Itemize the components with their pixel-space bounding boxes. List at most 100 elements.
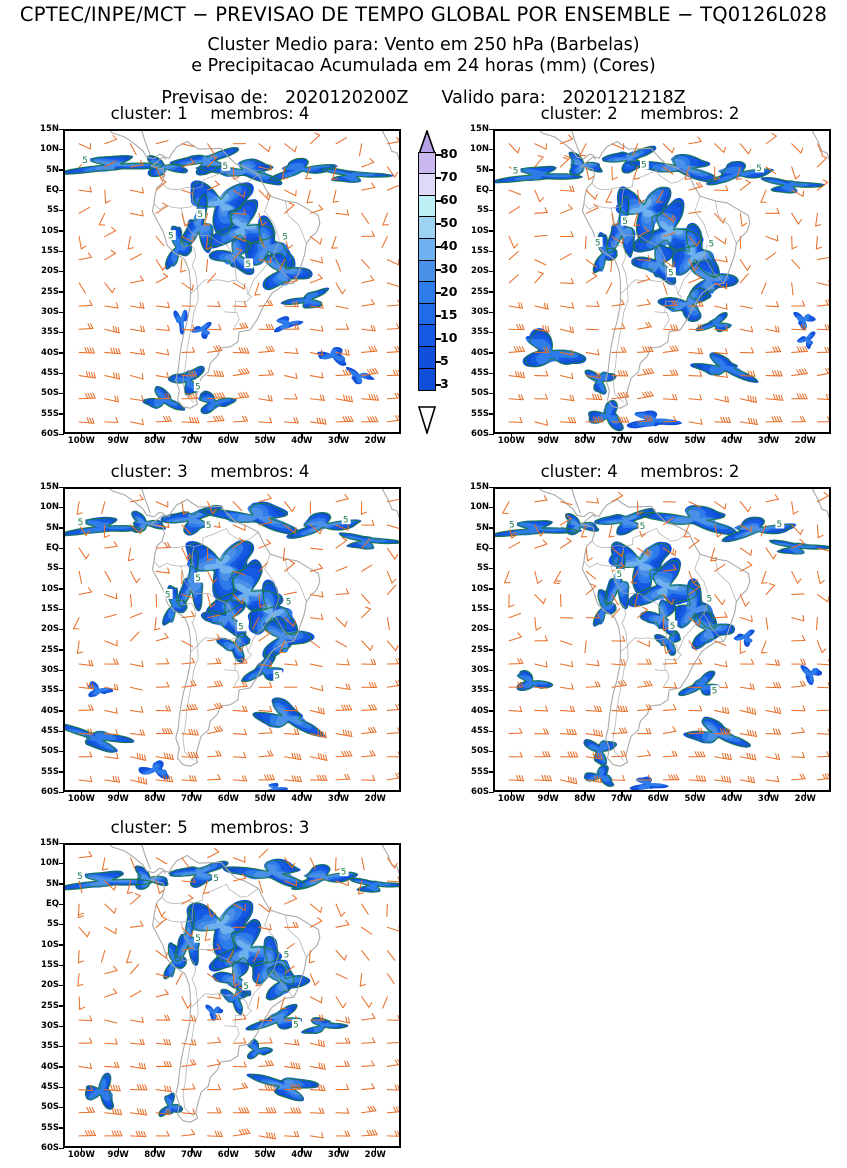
colorbar-under-arrow <box>417 406 437 438</box>
x-axis-tickmark <box>154 792 156 797</box>
x-axis-tick-60W: 60W <box>217 1150 239 1160</box>
map-cluster-1[interactable]: 5 5 5 5 5 5 5 <box>63 129 401 434</box>
x-axis-tick-30W: 30W <box>757 436 780 446</box>
y-axis-tick-15N: 15N <box>40 838 59 848</box>
y-axis-tickmark <box>489 750 494 753</box>
colorbar-label-20: 20 <box>440 284 458 299</box>
chart-header: CPTEC/INPE/MCT − PREVISAO DE TEMPO GLOBA… <box>0 0 847 108</box>
y-axis-tickmark <box>59 862 64 865</box>
y-axis-tickmark <box>59 649 64 651</box>
y-axis-tick-45S: 45S <box>41 1082 59 1092</box>
x-axis-tick-90W: 90W <box>537 436 559 446</box>
x-axis-tick-50W: 50W <box>254 794 276 804</box>
colorbar-tick-40 <box>435 246 441 248</box>
colorbar-cells <box>418 151 436 391</box>
y-axis-tickmark <box>489 169 494 171</box>
y-axis-tickmark <box>489 628 494 631</box>
precipitation-shading <box>495 505 829 790</box>
x-axis-tickmark <box>731 792 733 797</box>
x-axis-tickmark <box>547 434 550 439</box>
svg-text:5: 5 <box>195 934 201 944</box>
y-axis-tickmark <box>489 771 494 773</box>
svg-text:5: 5 <box>641 161 647 171</box>
y-axis-tickmark <box>59 964 64 966</box>
map-cluster-5[interactable]: 5 5 5 5 5 5 5 <box>63 843 401 1148</box>
panel-cluster-label: cluster: 4 <box>540 462 618 481</box>
panel-cluster-1: cluster: 1 membros: 4 5 5 5 5 5 5 5 15N 10N 5N EQ… <box>10 104 410 454</box>
x-axis-tickmark <box>584 792 586 797</box>
y-axis-tick-40S: 40S <box>471 705 489 716</box>
x-axis-tickmark <box>338 1148 340 1153</box>
map-cluster-3[interactable]: 5 5 5 5 5 5 5 5 <box>63 487 401 792</box>
colorbar-cell-50 <box>418 216 436 240</box>
coastlines-and-borders <box>109 131 399 409</box>
y-axis-tickmark <box>489 486 494 488</box>
x-axis-tick-30W: 30W <box>757 794 780 804</box>
panel-cluster-label: cluster: 1 <box>110 104 188 123</box>
y-axis-tickmark <box>59 750 64 753</box>
y-axis-tick-5N: 5N <box>45 878 59 889</box>
panel-cluster-label: cluster: 3 <box>110 462 188 481</box>
x-axis-tickmark <box>657 434 660 439</box>
x-axis-tickmark <box>117 792 120 797</box>
y-axis-tick-60S: 60S <box>471 787 489 797</box>
y-axis-tickmark <box>59 527 64 529</box>
x-axis-tickmark <box>657 792 660 797</box>
y-axis-tick-20S: 20S <box>471 624 489 635</box>
svg-text:5: 5 <box>282 232 288 242</box>
y-axis-tick-50S: 50S <box>41 746 59 757</box>
coastlines-and-borders <box>539 131 829 409</box>
y-axis-tickmark <box>489 730 494 732</box>
svg-text:5: 5 <box>712 687 718 697</box>
colorbar-cell-30 <box>418 259 436 283</box>
y-axis-tickmark <box>59 433 64 435</box>
y-axis-tick-20S: 20S <box>41 980 59 991</box>
y-axis-tick-EQ: EQ <box>45 899 59 909</box>
svg-text:5: 5 <box>213 874 219 884</box>
colorbar-tick-70 <box>435 177 441 179</box>
y-axis-tickmark <box>59 413 64 415</box>
y-axis-tick-45S: 45S <box>471 726 489 736</box>
y-axis-tick-EQ: EQ <box>475 543 489 553</box>
panel-members-label: membros: 2 <box>640 462 740 481</box>
colorbar-cell-60 <box>418 194 436 218</box>
y-axis-tick-5S: 5S <box>476 563 489 574</box>
y-axis-tick-20S: 20S <box>471 266 489 277</box>
y-axis-tickmark <box>489 148 494 151</box>
x-axis-tickmark <box>731 434 733 439</box>
y-axis-tickmark <box>59 730 64 732</box>
colorbar-tick-10 <box>435 338 441 340</box>
y-axis-tick-10N: 10N <box>470 144 489 155</box>
map-cluster-2[interactable]: 5 5 5 5 5 5 5 <box>493 129 831 434</box>
svg-text:5: 5 <box>293 1021 299 1031</box>
y-axis-tick-60S: 60S <box>41 787 59 797</box>
x-axis-tickmark <box>191 434 193 439</box>
x-axis-tickmark <box>264 792 267 797</box>
x-axis-tick-50W: 50W <box>254 1150 276 1160</box>
y-axis-tick-35S: 35S <box>41 685 59 696</box>
colorbar-tick-60 <box>435 200 441 202</box>
y-axis-tick-30S: 30S <box>41 1021 59 1031</box>
valid-label: Valido para: <box>441 88 546 108</box>
svg-text:5: 5 <box>509 520 515 530</box>
svg-text:5: 5 <box>670 622 676 632</box>
y-axis-tick-40S: 40S <box>41 1061 59 1072</box>
y-axis-tickmark <box>489 311 494 313</box>
x-axis-tickmark <box>374 1148 377 1153</box>
y-axis-tick-20S: 20S <box>41 624 59 635</box>
colorbar-tick-15 <box>435 315 441 317</box>
x-axis-tickmark <box>338 792 340 797</box>
subtitle-line-2: e Precipitacao Acumulada em 24 horas (mm… <box>191 56 656 76</box>
x-axis-tickmark <box>301 434 303 439</box>
map-cluster-4[interactable]: 5 5 5 5 5 5 5 <box>493 487 831 792</box>
x-axis-tickmark <box>804 434 807 439</box>
panel-title-cluster-4: cluster: 4 membros: 2 <box>440 462 840 481</box>
forecast-label: Previsao de: <box>161 88 269 108</box>
y-axis-tickmark <box>59 331 64 334</box>
y-axis-tickmark <box>59 1045 64 1048</box>
subtitle-line-1: Cluster Medio para: Vento em 250 hPa (Ba… <box>207 35 640 55</box>
precipitation-colorbar: 3 5 10 15 20 30 40 50 60 70 80 <box>408 128 488 448</box>
y-axis-tickmark <box>59 628 64 631</box>
x-axis-tickmark <box>510 434 513 439</box>
x-axis-tick-70W: 70W <box>180 1150 203 1160</box>
